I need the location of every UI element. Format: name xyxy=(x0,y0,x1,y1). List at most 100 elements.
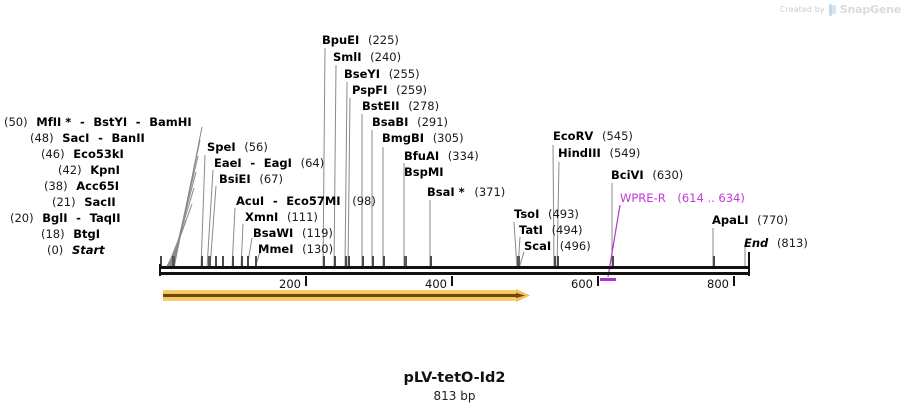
enzyme-name: AcuI xyxy=(236,194,265,208)
site-position: (496) xyxy=(559,239,591,253)
site-label-sacii[interactable]: (21) SacII xyxy=(52,195,116,209)
backbone-left-cap xyxy=(159,264,161,276)
enzyme-name: BsaWI xyxy=(253,226,294,240)
site-mark xyxy=(404,256,407,268)
site-mark xyxy=(372,256,374,268)
site-label-tati[interactable]: TatI (494) xyxy=(519,223,583,237)
site-label-pspfi[interactable]: PspFI (259) xyxy=(352,83,428,97)
site-label-bfuai[interactable]: BfuAI (334) xyxy=(404,149,479,163)
site-label-bsai[interactable]: BsaI * (371) xyxy=(427,185,506,199)
site-label-mfii-bstyi-bamhi[interactable]: (50) MfII * - BstYI - BamHI xyxy=(4,115,192,129)
site-label-tsoi[interactable]: TsoI (493) xyxy=(514,207,579,221)
backbone-strand-top xyxy=(159,266,750,269)
feature-label-wpre-r[interactable]: WPRE-R (614 .. 634) xyxy=(620,191,745,205)
site-label-acui-eco57mi[interactable]: AcuI - Eco57MI (98) xyxy=(236,194,376,208)
separator: - xyxy=(79,115,85,129)
site-label-btgi[interactable]: (18) BtgI xyxy=(41,227,100,241)
separator: - xyxy=(250,156,256,170)
site-label-bspmi[interactable]: BspMI xyxy=(404,165,444,179)
site-mark xyxy=(345,256,347,268)
marker-label-start[interactable]: (0) Start xyxy=(47,244,105,257)
site-position: (291) xyxy=(417,115,449,129)
enzyme-name: SacII xyxy=(84,195,116,209)
enzyme-name: TsoI xyxy=(514,207,540,221)
site-label-bmgbi[interactable]: BmgBI (305) xyxy=(382,131,464,145)
site-label-kpni[interactable]: (42) KpnI xyxy=(58,163,120,177)
site-position: (259) xyxy=(396,83,428,97)
separator: - xyxy=(272,194,278,208)
feature-name: WPRE-R xyxy=(620,191,666,205)
enzyme-name: BstEII xyxy=(362,99,400,113)
site-position: (50) xyxy=(4,115,28,129)
site-mark xyxy=(222,256,224,268)
marker-label-end[interactable]: End (813) xyxy=(744,236,808,250)
site-label-xmni[interactable]: XmnI (111) xyxy=(245,211,318,224)
site-position: (225) xyxy=(367,33,399,47)
enzyme-name: KpnI xyxy=(90,163,120,177)
site-label-scai[interactable]: ScaI (496) xyxy=(524,239,591,253)
site-mark xyxy=(232,256,234,268)
site-mark xyxy=(713,256,715,268)
site-label-saci-banii[interactable]: (48) SacI - BanII xyxy=(30,131,145,145)
enzyme-name: BseYI xyxy=(344,67,381,81)
site-label-bpuei[interactable]: BpuEI (225) xyxy=(322,33,399,47)
site-mark xyxy=(554,256,556,268)
site-position: (334) xyxy=(447,149,479,163)
site-position: (770) xyxy=(757,213,789,227)
enzyme-name: EaeI xyxy=(214,156,242,170)
site-position: (38) xyxy=(44,179,68,193)
ruler-label-400: 400 xyxy=(425,277,447,291)
site-label-apali[interactable]: ApaLI (770) xyxy=(712,213,789,227)
site-position: (56) xyxy=(244,140,268,154)
site-label-eco53ki[interactable]: (46) Eco53kI xyxy=(41,147,124,161)
site-position: (371) xyxy=(474,185,506,199)
site-label-bsawi[interactable]: BsaWI (119) xyxy=(253,226,333,240)
site-position: (813) xyxy=(776,236,808,250)
enzyme-name: BstYI xyxy=(93,115,128,129)
site-position: (20) xyxy=(10,211,34,225)
site-position: (46) xyxy=(41,147,65,161)
site-position: (305) xyxy=(432,131,464,145)
enzyme-name: MfII * xyxy=(36,115,72,129)
site-label-bcivi[interactable]: BciVI (630) xyxy=(611,169,683,182)
site-label-bsabi[interactable]: BsaBI (291) xyxy=(372,115,449,129)
site-label-bsteii[interactable]: BstEII (278) xyxy=(362,99,439,113)
enzyme-name: SmlI xyxy=(333,50,362,64)
enzyme-name: TaqII xyxy=(89,211,121,225)
marker-name: End xyxy=(744,236,769,250)
site-position: (119) xyxy=(302,226,333,240)
site-label-mmei[interactable]: MmeI (130) xyxy=(258,243,333,256)
site-label-ecorv[interactable]: EcoRV (545) xyxy=(553,130,633,143)
enzyme-name: Acc65I xyxy=(76,179,120,193)
site-mark xyxy=(208,256,211,268)
site-mark xyxy=(215,256,217,268)
enzyme-name: TatI xyxy=(519,223,543,237)
ruler-label-800: 800 xyxy=(707,277,729,291)
enzyme-name: BspMI xyxy=(404,165,444,179)
separator: - xyxy=(76,211,81,225)
enzyme-name: BglI xyxy=(42,211,68,225)
ruler-tick-600 xyxy=(597,276,599,286)
orf-arrow[interactable] xyxy=(163,289,531,302)
site-position: (493) xyxy=(548,207,579,221)
enzyme-name: EagI xyxy=(263,156,292,170)
enzyme-name: ScaI xyxy=(524,239,552,253)
enzyme-name: BsaI * xyxy=(427,185,465,199)
site-label-spei[interactable]: SpeI (56) xyxy=(207,140,268,154)
enzyme-name: SacI xyxy=(62,131,90,145)
site-label-acc65i[interactable]: (38) Acc65I xyxy=(44,179,120,193)
site-position: (240) xyxy=(370,50,402,64)
enzyme-name: BanII xyxy=(111,131,145,145)
site-label-bseyi[interactable]: BseYI (255) xyxy=(344,67,420,81)
site-mark xyxy=(334,256,336,268)
site-position: (18) xyxy=(41,227,65,241)
site-position: (255) xyxy=(388,67,420,81)
site-label-eaei-eagi[interactable]: EaeI - EagI (64) xyxy=(214,156,324,170)
site-label-bgli-taqii[interactable]: (20) BglI - TaqII xyxy=(10,211,121,225)
site-label-hindiii[interactable]: HindIII (549) xyxy=(558,147,640,160)
site-label-bsiei[interactable]: BsiEI (67) xyxy=(219,173,283,186)
site-mark xyxy=(255,256,257,268)
feature-bar-wpre-r[interactable] xyxy=(600,278,616,281)
site-label-smli[interactable]: SmlI (240) xyxy=(333,50,402,64)
